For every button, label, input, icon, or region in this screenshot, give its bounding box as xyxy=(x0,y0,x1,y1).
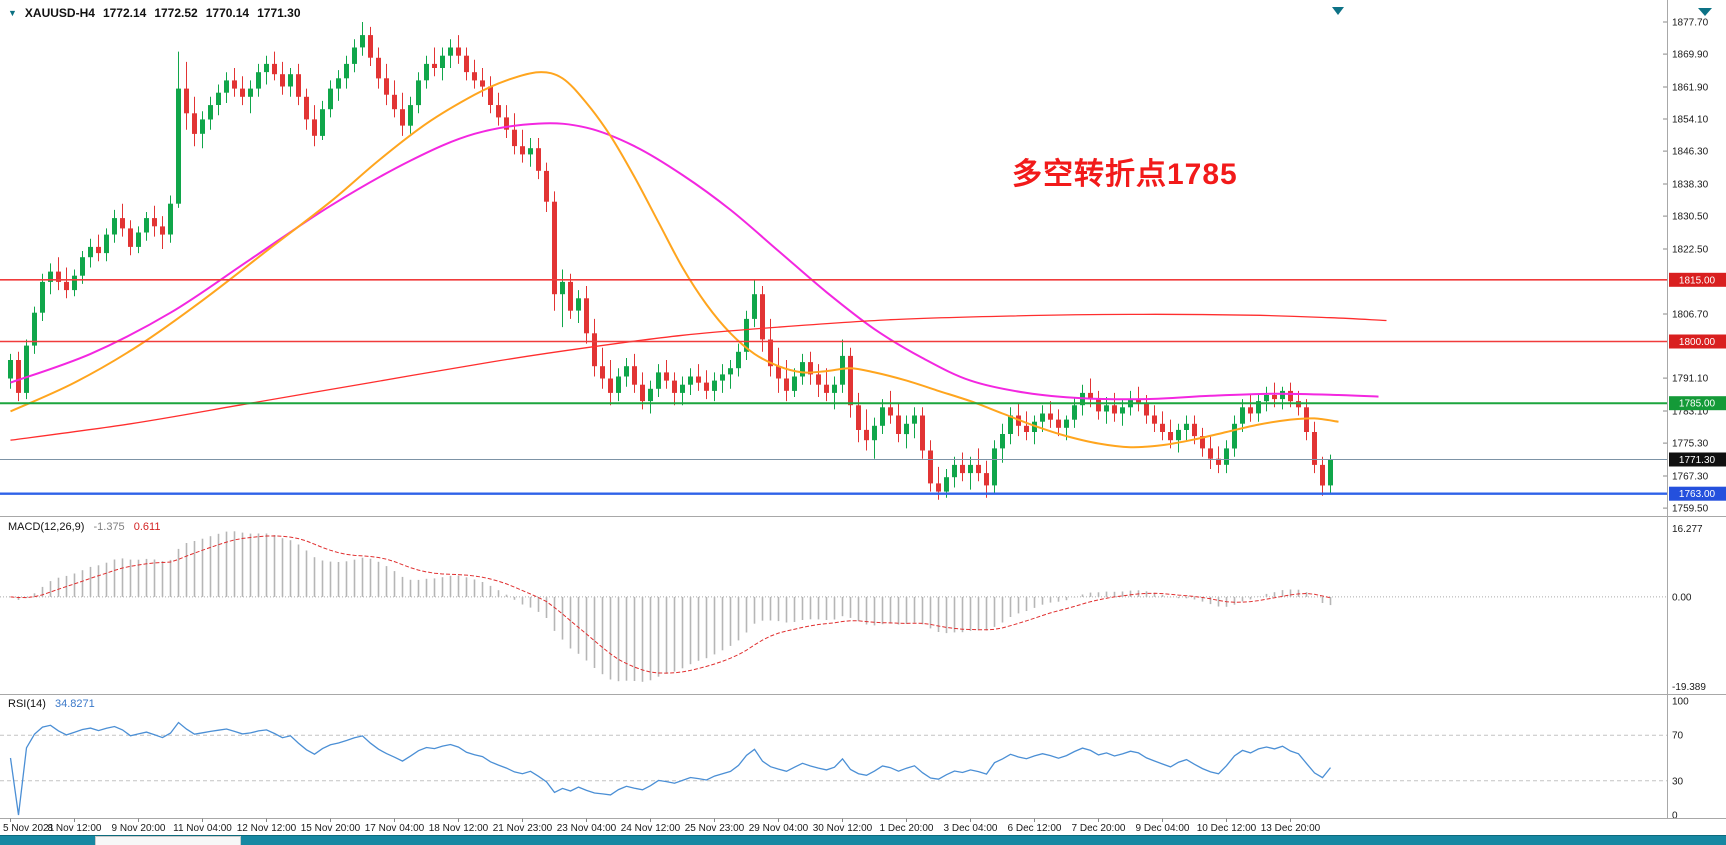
svg-text:7 Dec 20:00: 7 Dec 20:00 xyxy=(1072,823,1126,834)
current-price-badge: 1771.30 xyxy=(1669,452,1726,467)
svg-text:1877.70: 1877.70 xyxy=(1672,18,1709,29)
svg-text:13 Dec 20:00: 13 Dec 20:00 xyxy=(1261,823,1321,834)
svg-text:24 Nov 12:00: 24 Nov 12:00 xyxy=(621,823,681,834)
svg-text:1771.30: 1771.30 xyxy=(1679,455,1716,466)
price-axis[interactable]: 1877.70 1869.90 1861.90 1854.10 1846.30 1838.… xyxy=(1663,18,1726,515)
svg-text:30: 30 xyxy=(1672,776,1684,787)
candles xyxy=(8,22,1333,500)
svg-text:1791.10: 1791.10 xyxy=(1672,374,1709,385)
price-badge-1785.00: 1785.00 xyxy=(1669,396,1726,411)
svg-text:16.277: 16.277 xyxy=(1672,524,1703,535)
svg-text:1869.90: 1869.90 xyxy=(1672,50,1709,61)
svg-text:8 Nov 12:00: 8 Nov 12:00 xyxy=(48,823,102,834)
svg-text:1806.70: 1806.70 xyxy=(1672,310,1709,321)
svg-text:1767.30: 1767.30 xyxy=(1672,472,1709,483)
close-value: 1771.30 xyxy=(257,6,301,20)
svg-text:17 Nov 04:00: 17 Nov 04:00 xyxy=(365,823,425,834)
svg-text:100: 100 xyxy=(1672,697,1689,708)
svg-text:18 Nov 12:00: 18 Nov 12:00 xyxy=(429,823,489,834)
svg-text:3 Dec 04:00: 3 Dec 04:00 xyxy=(944,823,998,834)
open-value: 1772.14 xyxy=(102,6,147,20)
svg-text:9 Dec 04:00: 9 Dec 04:00 xyxy=(1136,823,1190,834)
svg-text:5 Nov 2021: 5 Nov 2021 xyxy=(3,823,55,834)
svg-text:0.00: 0.00 xyxy=(1672,592,1692,603)
svg-text:1759.50: 1759.50 xyxy=(1672,504,1709,515)
svg-text:1 Dec 20:00: 1 Dec 20:00 xyxy=(880,823,934,834)
svg-text:23 Nov 04:00: 23 Nov 04:00 xyxy=(557,823,617,834)
chart-tab[interactable] xyxy=(95,836,241,845)
svg-text:1763.00: 1763.00 xyxy=(1679,489,1716,500)
svg-text:1785.00: 1785.00 xyxy=(1679,399,1716,410)
svg-text:70: 70 xyxy=(1672,731,1684,742)
svg-text:30 Nov 12:00: 30 Nov 12:00 xyxy=(813,823,873,834)
macd-signal-line xyxy=(10,535,1331,674)
price-badge-1763.00: 1763.00 xyxy=(1669,486,1726,501)
svg-text:25 Nov 23:00: 25 Nov 23:00 xyxy=(685,823,745,834)
rsi-line xyxy=(9,721,1332,816)
rsi-name: RSI(14) xyxy=(8,698,46,710)
horizontal-levels[interactable] xyxy=(0,278,1667,495)
macd-main-value: -1.375 xyxy=(93,521,125,533)
price-badge-1800.00: 1800.00 xyxy=(1669,334,1726,349)
annotation-text[interactable]: 多空转折点1785 xyxy=(1012,158,1238,191)
svg-text:1775.30: 1775.30 xyxy=(1672,439,1709,450)
macd-indicator-label: MACD(12,26,9) -1.375 0.611 xyxy=(8,521,160,533)
chart-tabs-bar xyxy=(0,835,1726,845)
svg-text:11 Nov 04:00: 11 Nov 04:00 xyxy=(173,823,232,834)
symbol-timeframe-label: XAUUSD-H4 xyxy=(24,6,95,20)
svg-text:1822.50: 1822.50 xyxy=(1672,245,1709,256)
ma-mid-orange[interactable] xyxy=(10,71,1339,449)
svg-text:9 Nov 20:00: 9 Nov 20:00 xyxy=(112,823,166,834)
one-click-trading-arrow-icon[interactable]: ▼ xyxy=(8,8,17,18)
rsi-indicator-label: RSI(14) 34.8271 xyxy=(8,698,95,710)
moving-averages xyxy=(10,71,1387,449)
chart-ohlc-header: ▼ XAUUSD-H4 1772.14 1772.52 1770.14 1771… xyxy=(8,6,301,20)
panel-dividers[interactable] xyxy=(0,0,1726,819)
svg-text:1830.50: 1830.50 xyxy=(1672,212,1709,223)
ma-slow-magenta[interactable] xyxy=(10,122,1379,401)
svg-text:1838.30: 1838.30 xyxy=(1672,180,1709,191)
svg-text:1861.90: 1861.90 xyxy=(1672,83,1709,94)
svg-text:21 Nov 23:00: 21 Nov 23:00 xyxy=(493,823,553,834)
chart-shift-marker-icon[interactable] xyxy=(1332,7,1344,15)
high-value: 1772.52 xyxy=(154,6,198,20)
svg-text:29 Nov 04:00: 29 Nov 04:00 xyxy=(749,823,809,834)
macd-panel: 16.277 0.00 -19.389 xyxy=(0,524,1706,693)
svg-text:1846.30: 1846.30 xyxy=(1672,147,1709,158)
rsi-value: 34.8271 xyxy=(54,698,95,710)
low-value: 1770.14 xyxy=(205,6,250,20)
macd-name: MACD(12,26,9) xyxy=(8,521,85,533)
svg-text:12 Nov 12:00: 12 Nov 12:00 xyxy=(237,823,297,834)
svg-text:1783.10: 1783.10 xyxy=(1672,407,1709,418)
macd-signal-value: 0.611 xyxy=(133,521,161,533)
svg-text:6 Dec 12:00: 6 Dec 12:00 xyxy=(1008,823,1062,834)
rsi-panel: 100 70 30 0 xyxy=(0,697,1689,822)
svg-text:1854.10: 1854.10 xyxy=(1672,115,1709,126)
svg-text:-19.389: -19.389 xyxy=(1672,682,1706,693)
svg-text:0: 0 xyxy=(1672,811,1678,822)
svg-text:15 Nov 20:00: 15 Nov 20:00 xyxy=(301,823,361,834)
svg-text:10 Dec 12:00: 10 Dec 12:00 xyxy=(1197,823,1257,834)
svg-text:1815.00: 1815.00 xyxy=(1679,275,1716,286)
svg-text:1800.00: 1800.00 xyxy=(1679,337,1716,348)
price-badge-1815.00: 1815.00 xyxy=(1669,272,1726,287)
chart-corner-arrow-icon[interactable] xyxy=(1698,8,1712,16)
